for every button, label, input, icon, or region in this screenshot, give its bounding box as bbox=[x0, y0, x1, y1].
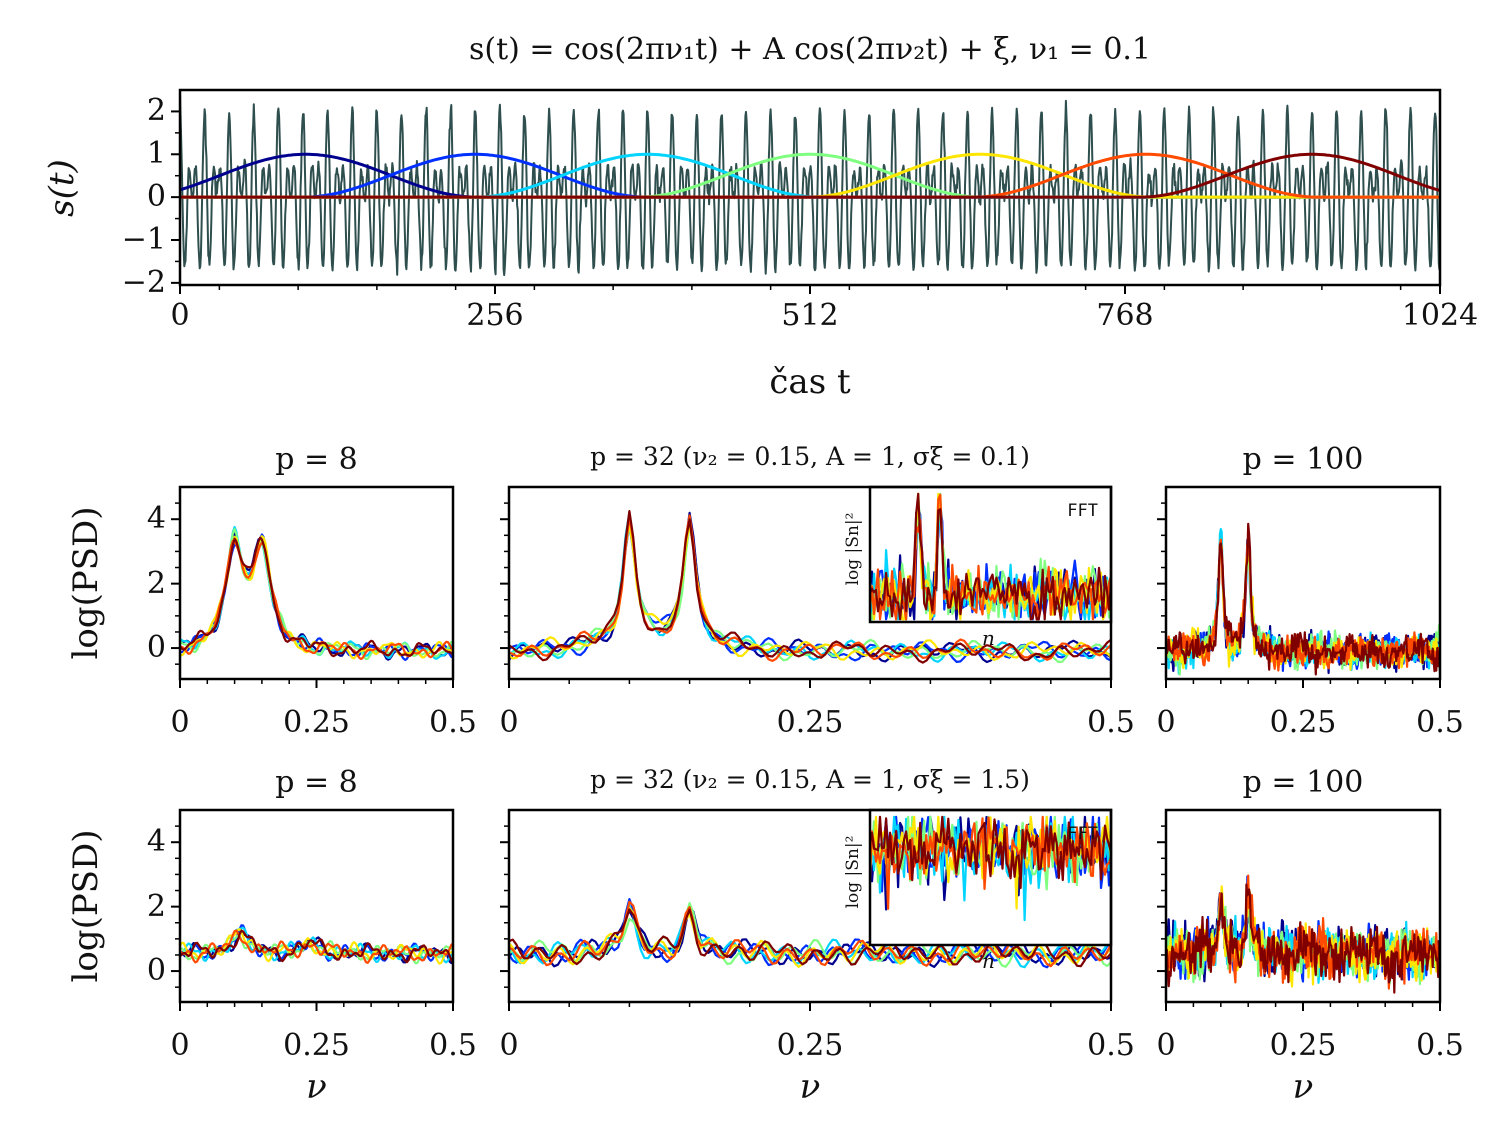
x-tick-label: 0.25 bbox=[776, 1028, 844, 1063]
inset-xlabel: n bbox=[982, 949, 995, 973]
y-tick-label: 4 bbox=[146, 501, 166, 537]
signal-xlabel: čas t bbox=[769, 362, 851, 402]
inset-fft-label: FFT bbox=[1067, 824, 1098, 844]
panel-title: p = 32 (ν₂ = 0.15, A = 1, σξ = 0.1) bbox=[590, 442, 1030, 471]
x-tick-label: 0.5 bbox=[1087, 705, 1135, 740]
y-tick-label: 0 bbox=[146, 630, 166, 666]
psd-line-7 bbox=[1164, 522, 1442, 676]
psd-line-7 bbox=[179, 929, 454, 964]
x-tick-label: 0.25 bbox=[1269, 1028, 1337, 1063]
x-tick-label: 0 bbox=[170, 705, 190, 740]
x-tick-label: 0 bbox=[1156, 705, 1176, 740]
inset-ylabel: log |Sn|² bbox=[843, 835, 863, 909]
y-tick-label: 2 bbox=[146, 93, 166, 129]
panel-xlabel: ν bbox=[799, 1067, 821, 1107]
psd-line-6 bbox=[508, 514, 1112, 663]
x-tick-label: 1024 bbox=[1401, 298, 1479, 333]
x-tick-label: 0 bbox=[170, 298, 190, 333]
psd-line-4 bbox=[508, 901, 1112, 968]
panel-ylabel: log(PSD) bbox=[66, 829, 106, 983]
panel-xlabel: ν bbox=[1292, 1067, 1314, 1107]
x-tick-label: 0.25 bbox=[283, 705, 350, 740]
y-tick-label: −1 bbox=[121, 222, 166, 257]
x-tick-label: 0.25 bbox=[283, 1028, 350, 1063]
y-tick-label: 2 bbox=[146, 565, 166, 601]
psd-line-7 bbox=[179, 536, 454, 658]
x-tick-label: 0.5 bbox=[1416, 705, 1464, 740]
y-tick-label: 4 bbox=[146, 824, 166, 860]
x-tick-label: 0 bbox=[499, 1028, 519, 1063]
y-tick-label: 2 bbox=[146, 888, 166, 924]
psd-line-6 bbox=[1165, 538, 1441, 672]
panel-title: p = 8 bbox=[275, 765, 358, 800]
signal-title: s(t) = cos(2πν₁t) + A cos(2πν₂t) + ξ, ν₁… bbox=[468, 32, 1152, 67]
y-tick-label: −2 bbox=[121, 264, 166, 300]
x-tick-label: 0.5 bbox=[429, 1028, 477, 1063]
x-tick-label: 0.5 bbox=[429, 705, 477, 740]
panel-title: p = 100 bbox=[1242, 765, 1364, 800]
panel-title: p = 100 bbox=[1242, 442, 1364, 477]
panel-xlabel: ν bbox=[306, 1067, 327, 1107]
psd-line-1 bbox=[508, 906, 1112, 969]
psd-line-5 bbox=[179, 928, 454, 965]
psd-line-7 bbox=[1164, 883, 1442, 994]
inset-fft-label: FFT bbox=[1067, 501, 1098, 521]
x-tick-label: 256 bbox=[466, 298, 524, 333]
x-tick-label: 0.25 bbox=[1269, 705, 1337, 740]
window-line-7 bbox=[180, 152, 1441, 199]
psd-line-7 bbox=[508, 510, 1112, 664]
fft-line-7 bbox=[868, 815, 1113, 890]
signal-ylabel: s(t) bbox=[42, 159, 82, 217]
x-tick-label: 0.5 bbox=[1416, 1028, 1464, 1063]
inset-ylabel: log |Sn|² bbox=[843, 512, 863, 586]
panel-title: p = 32 (ν₂ = 0.15, A = 1, σξ = 1.5) bbox=[590, 765, 1030, 794]
x-tick-label: 0 bbox=[170, 1028, 190, 1063]
x-tick-label: 768 bbox=[1096, 298, 1154, 333]
y-tick-label: 0 bbox=[146, 953, 166, 989]
x-tick-label: 512 bbox=[781, 298, 839, 333]
x-tick-label: 0 bbox=[499, 705, 519, 740]
y-tick-label: 0 bbox=[146, 179, 166, 215]
fft-line-6 bbox=[868, 493, 1113, 621]
x-tick-label: 0.5 bbox=[1087, 1028, 1135, 1063]
x-tick-label: 0 bbox=[1156, 1028, 1176, 1063]
y-tick-label: 1 bbox=[146, 136, 166, 172]
psd-line-7 bbox=[508, 908, 1112, 968]
fft-line-7 bbox=[869, 492, 1113, 621]
panel-title: p = 8 bbox=[275, 442, 358, 477]
fft-line-5 bbox=[868, 492, 1112, 621]
panel-ylabel: log(PSD) bbox=[66, 506, 106, 660]
inset-xlabel: n bbox=[982, 626, 995, 650]
x-tick-label: 0.25 bbox=[776, 705, 844, 740]
psd-axes bbox=[178, 808, 455, 1004]
psd-line-6 bbox=[179, 929, 454, 964]
